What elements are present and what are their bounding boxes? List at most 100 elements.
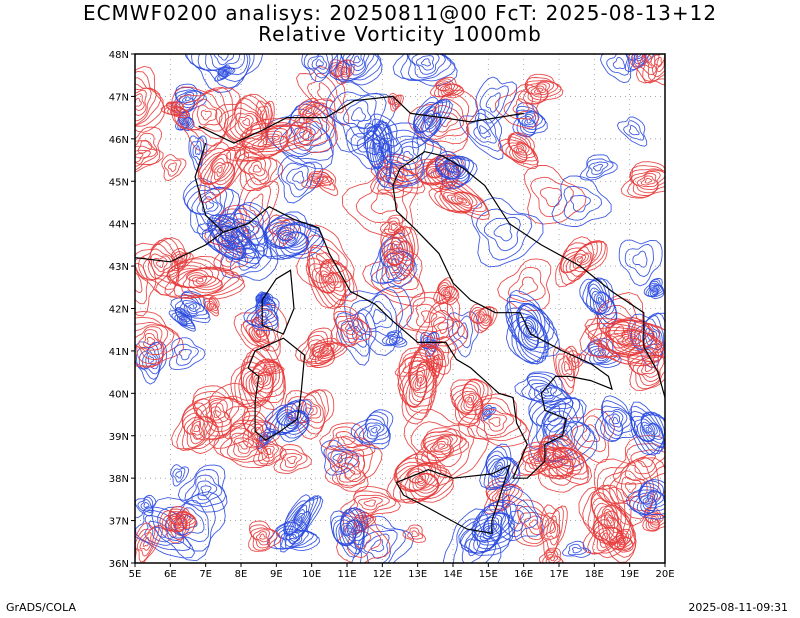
vorticity-isoline — [174, 310, 193, 326]
vorticity-isoline — [626, 338, 634, 343]
vorticity-isoline — [603, 508, 619, 529]
vorticity-isoline — [243, 296, 280, 332]
vorticity-isoline — [538, 547, 564, 563]
vorticity-isoline — [182, 300, 201, 315]
vorticity-isoline — [596, 504, 622, 538]
vorticity-isoline — [554, 455, 566, 465]
vorticity-isoline — [551, 175, 612, 227]
vorticity-isoline — [168, 307, 197, 332]
vorticity-isoline — [416, 102, 442, 134]
vorticity-isoline — [448, 165, 461, 176]
western-border — [194, 142, 224, 233]
vorticity-isoline — [248, 314, 277, 343]
vorticity-isoline — [177, 256, 184, 262]
vorticity-isoline — [626, 165, 665, 198]
vorticity-isoline — [620, 161, 665, 199]
vorticity-isoline — [482, 413, 508, 432]
vorticity-isoline — [216, 166, 223, 174]
vorticity-isoline — [512, 102, 548, 138]
vorticity-isoline — [239, 124, 308, 159]
vorticity-isoline — [266, 399, 309, 439]
vorticity-isoline — [414, 475, 425, 484]
vorticity-isoline — [173, 108, 178, 112]
vorticity-isoline — [495, 489, 508, 501]
vorticity-isoline — [647, 497, 653, 503]
vorticity-isoline — [185, 302, 198, 312]
vorticity-isoline — [177, 518, 183, 522]
vorticity-isoline — [374, 139, 385, 162]
vorticity-isoline — [604, 326, 658, 355]
vorticity-isoline — [344, 522, 356, 536]
vorticity-isoline — [485, 454, 515, 489]
vorticity-isoline — [482, 522, 500, 540]
vorticity-isoline — [592, 164, 604, 172]
vorticity-isoline — [640, 491, 658, 509]
vorticity-isoline — [221, 222, 238, 238]
vorticity-isoline — [188, 274, 212, 287]
vorticity-isoline — [170, 464, 190, 487]
vorticity-isoline — [649, 284, 661, 296]
vorticity-isoline — [147, 248, 176, 279]
vorticity-isoline — [329, 91, 387, 147]
vorticity-isoline — [383, 251, 404, 276]
vorticity-isoline — [417, 376, 423, 384]
vorticity-isoline — [281, 162, 316, 198]
lon-tick-label: 8E — [235, 569, 248, 580]
vorticity-isoline — [197, 480, 218, 501]
vorticity-isoline — [205, 200, 215, 210]
vorticity-isoline — [394, 462, 442, 501]
vorticity-isoline — [628, 125, 640, 136]
vorticity-isoline — [338, 512, 364, 547]
vorticity-isoline — [637, 454, 657, 468]
vorticity-isoline — [299, 103, 321, 121]
vorticity-isoline — [227, 237, 233, 243]
vorticity-isoline — [147, 355, 154, 365]
lon-tick-label: 17E — [549, 569, 568, 580]
vorticity-isoline — [137, 139, 152, 154]
vorticity-isoline — [173, 252, 188, 267]
vorticity-isoline — [629, 405, 665, 456]
vorticity-isoline — [645, 425, 654, 436]
vorticity-isoline — [337, 448, 366, 475]
vorticity-isoline — [252, 164, 262, 173]
vorticity-isoline — [343, 468, 356, 479]
vorticity-isoline — [341, 165, 419, 240]
vorticity-isoline — [226, 427, 265, 461]
vorticity-isoline — [578, 486, 636, 563]
vorticity-isoline — [152, 257, 168, 273]
vorticity-isoline — [269, 400, 310, 435]
vorticity-isoline — [283, 497, 315, 539]
vorticity-isoline — [287, 115, 329, 155]
vorticity-isoline — [514, 371, 574, 410]
vorticity-isoline — [135, 326, 164, 355]
vorticity-isoline — [506, 294, 559, 365]
vorticity-isoline — [389, 95, 400, 108]
vorticity-isoline — [174, 343, 200, 366]
vorticity-isoline — [507, 266, 546, 302]
vorticity-isoline — [135, 140, 164, 173]
vorticity-isoline — [168, 337, 206, 371]
vorticity-isoline — [517, 73, 564, 105]
vorticity-isoline — [494, 461, 507, 477]
vorticity-isoline — [530, 83, 548, 96]
vorticity-isoline — [281, 411, 298, 427]
vorticity-isoline — [414, 100, 444, 137]
vorticity-isoline — [310, 176, 325, 185]
vorticity-isoline — [307, 54, 330, 75]
vorticity-isoline — [616, 536, 629, 548]
vorticity-isoline — [181, 296, 205, 316]
vorticity-isoline — [340, 320, 356, 335]
vorticity-isoline — [630, 401, 665, 456]
vorticity-isoline — [373, 138, 387, 166]
lon-tick-label: 6E — [164, 569, 177, 580]
vorticity-isoline — [186, 186, 228, 227]
vorticity-isoline — [479, 85, 509, 124]
vorticity-isoline — [174, 507, 205, 536]
vorticity-isoline — [167, 266, 227, 297]
vorticity-isoline — [230, 432, 260, 458]
vorticity-isoline — [457, 322, 469, 339]
vorticity-isoline — [376, 142, 384, 158]
vorticity-isoline — [327, 276, 333, 283]
vorticity-isoline — [178, 315, 187, 323]
vorticity-isoline — [246, 128, 290, 150]
